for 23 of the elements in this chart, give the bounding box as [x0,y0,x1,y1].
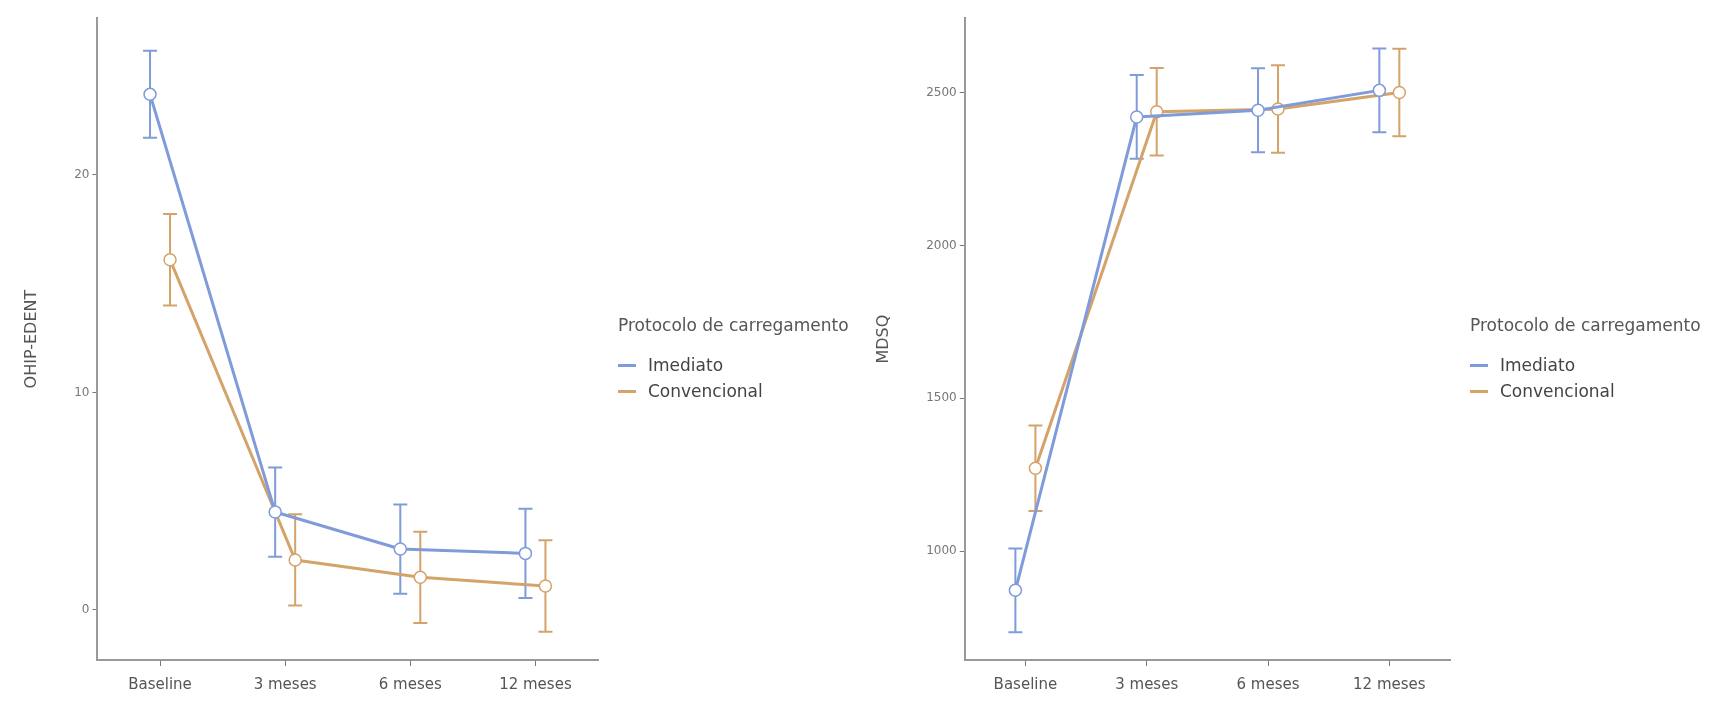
y-tick-label: 1000 [926,543,957,558]
legend-title: Protocolo de carregamento [1470,315,1702,335]
y-axis-title: MDSQ [872,314,892,364]
legend-label: Imediato [1500,355,1576,375]
x-tick-label: 12 meses [499,674,572,693]
y-tick-label: 10 [74,384,90,399]
legend-label: Convencional [648,381,763,401]
y-tick-label: 2000 [926,237,957,252]
y-tick-label: 2500 [926,84,957,99]
legend-label: Convencional [1500,381,1615,401]
y-tick-label: 0 [81,602,90,617]
x-tick-label: 6 meses [378,674,442,693]
legend-label: Imediato [648,355,724,375]
y-axis-title: OHIP-EDENT [20,289,40,389]
legend-title: Protocolo de carregamento [618,315,850,335]
x-tick-label: Baseline [993,674,1058,693]
x-tick-label: 12 meses [1353,674,1426,693]
y-tick-label: 20 [74,166,90,181]
x-tick-label: 3 meses [1115,674,1179,693]
x-tick-label: 3 meses [253,674,317,693]
y-tick-label: 1500 [926,390,957,405]
x-tick-label: Baseline [128,674,192,693]
x-tick-label: 6 meses [1236,674,1300,693]
